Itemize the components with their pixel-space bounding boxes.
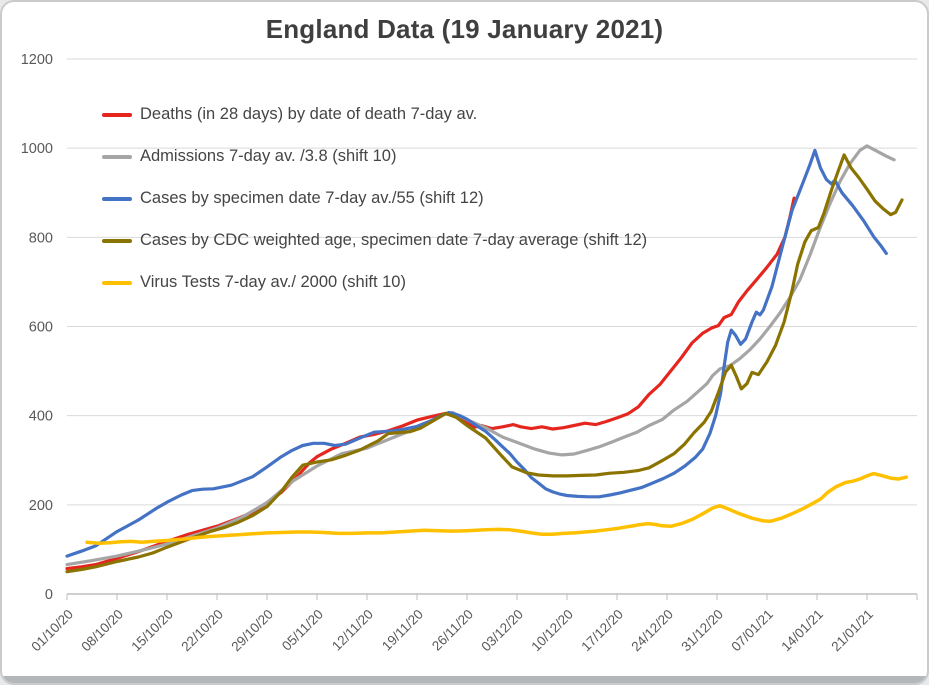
series-line-3 xyxy=(65,153,904,574)
y-axis-tick-label: 800 xyxy=(29,230,53,246)
legend-item-1: Admissions 7-day av. /3.8 (shift 10) xyxy=(102,147,647,166)
legend-swatch-icon xyxy=(102,196,132,201)
x-axis-label: 31/12/20 xyxy=(678,607,726,655)
y-axis-tick-label: 600 xyxy=(29,320,53,336)
chart-legend: Deaths (in 28 days) by date of death 7-d… xyxy=(102,105,647,292)
legend-item-2: Cases by specimen date 7-day av./55 (shi… xyxy=(102,189,647,208)
chart-title: England Data (19 January 2021) xyxy=(265,14,664,44)
x-axis-label: 03/12/20 xyxy=(478,607,526,655)
x-axis-label: 07/01/21 xyxy=(728,607,776,655)
legend-label: Cases by specimen date 7-day av./55 (shi… xyxy=(140,189,484,207)
bottom-strip xyxy=(2,676,927,683)
series-line-2 xyxy=(65,148,888,558)
legend-label: Deaths (in 28 days) by date of death 7-d… xyxy=(140,105,478,123)
legend-swatch-icon xyxy=(102,154,132,159)
legend-label: Cases by CDC weighted age, specimen date… xyxy=(140,231,648,249)
x-axis-label: 05/11/20 xyxy=(279,607,326,654)
x-axis-label: 15/10/20 xyxy=(128,607,176,655)
x-axis-label: 01/10/20 xyxy=(28,607,76,655)
x-axis-label: 17/12/20 xyxy=(578,607,626,655)
y-axis-tick-label: 0 xyxy=(45,587,53,603)
x-axis-label: 22/10/20 xyxy=(178,607,226,655)
series-line-4 xyxy=(85,471,909,545)
legend-swatch-icon xyxy=(102,238,132,243)
x-axis-label: 19/11/20 xyxy=(379,607,426,654)
y-axis-tick-label: 1200 xyxy=(21,52,53,68)
x-axis-label: 10/12/20 xyxy=(528,607,576,655)
legend-swatch-icon xyxy=(102,112,132,117)
x-axis-label: 14/01/21 xyxy=(778,607,826,655)
x-axis-label: 12/11/20 xyxy=(329,607,376,654)
x-axis-label: 29/10/20 xyxy=(228,607,276,655)
x-axis-label: 26/11/20 xyxy=(429,607,476,654)
legend-item-4: Virus Tests 7-day av./ 2000 (shift 10) xyxy=(102,273,647,292)
legend-item-0: Deaths (in 28 days) by date of death 7-d… xyxy=(102,105,647,124)
y-axis-tick-label: 400 xyxy=(29,409,53,425)
legend-label: Virus Tests 7-day av./ 2000 (shift 10) xyxy=(140,273,406,291)
legend-label: Admissions 7-day av. /3.8 (shift 10) xyxy=(140,147,397,165)
x-axis-label: 21/01/21 xyxy=(828,607,876,655)
y-axis-tick-label: 200 xyxy=(29,498,53,514)
x-axis-label: 24/12/20 xyxy=(628,607,676,655)
x-axis-label: 08/10/20 xyxy=(78,607,126,655)
legend-item-3: Cases by CDC weighted age, specimen date… xyxy=(102,231,647,250)
series-line-1 xyxy=(65,144,896,567)
legend-swatch-icon xyxy=(102,280,132,285)
y-axis-tick-label: 1000 xyxy=(21,141,53,157)
